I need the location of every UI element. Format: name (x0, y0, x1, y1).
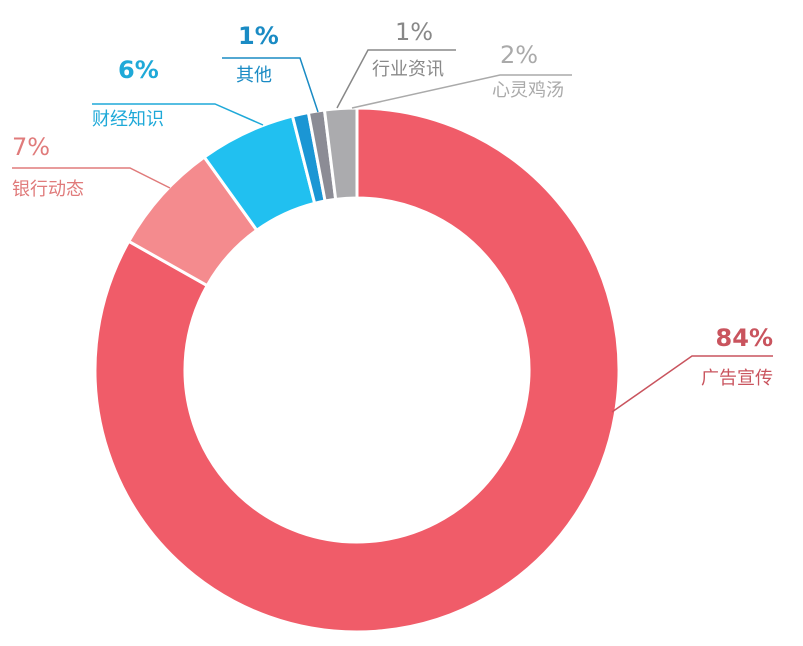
slice-2-value-label: 7% (12, 133, 50, 161)
donut-slices (93, 106, 621, 634)
slice-2-label-group: 7% 银行动态 (12, 133, 171, 200)
slice-1-category-label: 广告宣传 (701, 368, 773, 389)
slice-1-leader-line (611, 355, 773, 413)
slice-4-category-label: 其他 (236, 65, 272, 86)
slice-5-value-label: 1% (395, 18, 433, 46)
slice-3-leader-line (92, 103, 264, 126)
slice-2-category-label: 银行动态 (12, 179, 84, 200)
slice-6-value-label: 2% (500, 41, 538, 69)
slice-4-label-group: 1% 其他 (222, 22, 319, 113)
slice-5-label-group: 1% 行业资讯 (336, 18, 456, 109)
slice-6-category-label: 心灵鸡汤 (492, 80, 564, 101)
slice-4-leader-line (222, 57, 319, 113)
slice-6-label-group: 2% 心灵鸡汤 (351, 41, 572, 109)
slice-6-leader-line (351, 74, 572, 109)
slice-4-value-label: 1% (238, 22, 279, 50)
slice-1-value-label: 84% (716, 324, 773, 352)
slice-3-value-label: 6% (118, 56, 159, 84)
slice-5-leader-line (336, 49, 456, 109)
slice-3-label-group: 6% 财经知识 (92, 56, 264, 130)
slice-2-leader-line (12, 167, 171, 189)
donut-labels: 84% 广告宣传 7% 银行动态 6% 财经知识 1% 其他 1% 行业资讯 2% 心灵鸡汤 (12, 18, 773, 413)
slice-1-label-group: 84% 广告宣传 (611, 324, 773, 413)
slice-1-arc (93, 106, 621, 634)
slice-5-category-label: 行业资讯 (372, 59, 444, 80)
slice-3-category-label: 财经知识 (92, 109, 164, 130)
slice-6-arc (322, 106, 359, 201)
